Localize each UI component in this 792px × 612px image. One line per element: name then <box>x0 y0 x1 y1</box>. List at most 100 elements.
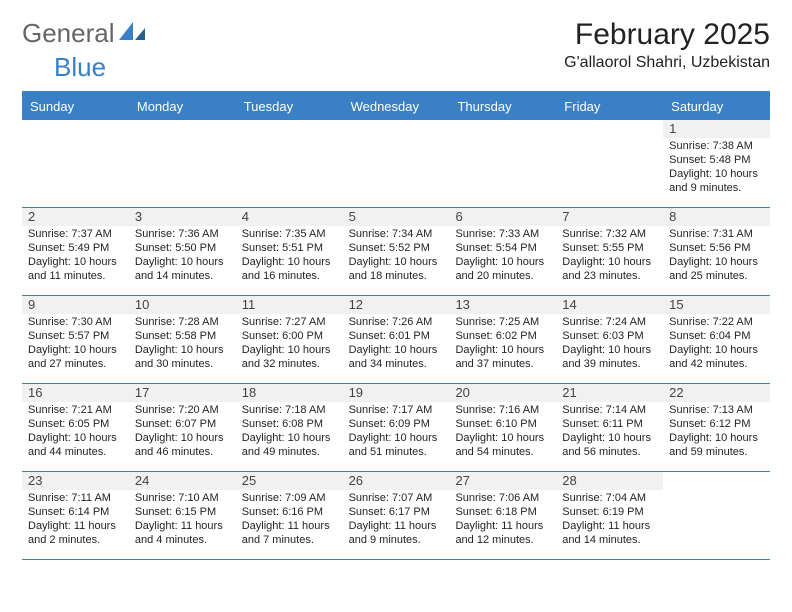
day-cell: 28Sunrise: 7:04 AMSunset: 6:19 PMDayligh… <box>556 472 663 559</box>
day-cell-blank <box>449 120 556 207</box>
day-number: 12 <box>343 296 450 314</box>
day-cell: 1Sunrise: 7:38 AMSunset: 5:48 PMDaylight… <box>663 120 770 207</box>
day-cell: 5Sunrise: 7:34 AMSunset: 5:52 PMDaylight… <box>343 208 450 295</box>
day-cell-blank <box>129 120 236 207</box>
sunset-text: Sunset: 6:15 PM <box>135 506 230 520</box>
daylight-text: Daylight: 11 hours and 9 minutes. <box>349 520 444 548</box>
dow-header: Monday <box>129 93 236 120</box>
weeks-container: 1Sunrise: 7:38 AMSunset: 5:48 PMDaylight… <box>22 120 770 560</box>
sunrise-text: Sunrise: 7:31 AM <box>669 228 764 242</box>
daylight-text: Daylight: 10 hours and 16 minutes. <box>242 256 337 284</box>
sunrise-text: Sunrise: 7:21 AM <box>28 404 123 418</box>
sunrise-text: Sunrise: 7:18 AM <box>242 404 337 418</box>
day-cell: 26Sunrise: 7:07 AMSunset: 6:17 PMDayligh… <box>343 472 450 559</box>
sunset-text: Sunset: 5:58 PM <box>135 330 230 344</box>
day-number: 1 <box>663 120 770 138</box>
day-number: 2 <box>22 208 129 226</box>
daylight-text: Daylight: 11 hours and 14 minutes. <box>562 520 657 548</box>
sunrise-text: Sunrise: 7:27 AM <box>242 316 337 330</box>
day-number: 8 <box>663 208 770 226</box>
week-row: 23Sunrise: 7:11 AMSunset: 6:14 PMDayligh… <box>22 472 770 560</box>
sunset-text: Sunset: 6:19 PM <box>562 506 657 520</box>
week-row: 1Sunrise: 7:38 AMSunset: 5:48 PMDaylight… <box>22 120 770 208</box>
sunset-text: Sunset: 5:50 PM <box>135 242 230 256</box>
sunrise-text: Sunrise: 7:20 AM <box>135 404 230 418</box>
day-cell: 2Sunrise: 7:37 AMSunset: 5:49 PMDaylight… <box>22 208 129 295</box>
day-number: 3 <box>129 208 236 226</box>
day-number: 6 <box>449 208 556 226</box>
day-cell-blank <box>663 472 770 559</box>
day-cell-blank <box>236 120 343 207</box>
day-number: 25 <box>236 472 343 490</box>
week-row: 16Sunrise: 7:21 AMSunset: 6:05 PMDayligh… <box>22 384 770 472</box>
day-number: 7 <box>556 208 663 226</box>
day-number: 26 <box>343 472 450 490</box>
daylight-text: Daylight: 10 hours and 34 minutes. <box>349 344 444 372</box>
day-number: 17 <box>129 384 236 402</box>
sunset-text: Sunset: 6:12 PM <box>669 418 764 432</box>
sunset-text: Sunset: 5:48 PM <box>669 154 764 168</box>
day-cell: 19Sunrise: 7:17 AMSunset: 6:09 PMDayligh… <box>343 384 450 471</box>
sunset-text: Sunset: 6:08 PM <box>242 418 337 432</box>
daylight-text: Daylight: 11 hours and 7 minutes. <box>242 520 337 548</box>
day-cell: 7Sunrise: 7:32 AMSunset: 5:55 PMDaylight… <box>556 208 663 295</box>
day-cell: 9Sunrise: 7:30 AMSunset: 5:57 PMDaylight… <box>22 296 129 383</box>
sunrise-text: Sunrise: 7:35 AM <box>242 228 337 242</box>
daylight-text: Daylight: 11 hours and 12 minutes. <box>455 520 550 548</box>
daylight-text: Daylight: 11 hours and 4 minutes. <box>135 520 230 548</box>
sunrise-text: Sunrise: 7:28 AM <box>135 316 230 330</box>
calendar: SundayMondayTuesdayWednesdayThursdayFrid… <box>22 91 770 560</box>
sunrise-text: Sunrise: 7:04 AM <box>562 492 657 506</box>
day-number: 20 <box>449 384 556 402</box>
sunset-text: Sunset: 5:57 PM <box>28 330 123 344</box>
sunset-text: Sunset: 5:55 PM <box>562 242 657 256</box>
sunset-text: Sunset: 6:09 PM <box>349 418 444 432</box>
daylight-text: Daylight: 10 hours and 32 minutes. <box>242 344 337 372</box>
day-cell: 13Sunrise: 7:25 AMSunset: 6:02 PMDayligh… <box>449 296 556 383</box>
sunset-text: Sunset: 6:07 PM <box>135 418 230 432</box>
daylight-text: Daylight: 10 hours and 14 minutes. <box>135 256 230 284</box>
daylight-text: Daylight: 10 hours and 20 minutes. <box>455 256 550 284</box>
day-number: 14 <box>556 296 663 314</box>
sunset-text: Sunset: 6:00 PM <box>242 330 337 344</box>
day-cell: 24Sunrise: 7:10 AMSunset: 6:15 PMDayligh… <box>129 472 236 559</box>
day-number: 5 <box>343 208 450 226</box>
day-cell: 21Sunrise: 7:14 AMSunset: 6:11 PMDayligh… <box>556 384 663 471</box>
calendar-page: General February 2025 G'allaorol Shahri,… <box>0 0 792 612</box>
logo-text-general: General <box>22 18 115 49</box>
sunrise-text: Sunrise: 7:13 AM <box>669 404 764 418</box>
day-cell: 4 Sunrise: 7:35 AMSunset: 5:51 PMDaylight… <box>236 208 343 295</box>
sunset-text: Sunset: 6:03 PM <box>562 330 657 344</box>
day-number: 19 <box>343 384 450 402</box>
dow-header: Tuesday <box>236 93 343 120</box>
sunrise-text: Sunrise: 7:22 AM <box>669 316 764 330</box>
sunrise-text: Sunrise: 7:11 AM <box>28 492 123 506</box>
sunrise-text: Sunrise: 7:06 AM <box>455 492 550 506</box>
logo-sail-icon <box>119 18 147 49</box>
day-cell: 23Sunrise: 7:11 AMSunset: 6:14 PMDayligh… <box>22 472 129 559</box>
daylight-text: Daylight: 10 hours and 56 minutes. <box>562 432 657 460</box>
sunset-text: Sunset: 5:51 PM <box>242 242 337 256</box>
sunset-text: Sunset: 6:05 PM <box>28 418 123 432</box>
daylight-text: Daylight: 11 hours and 2 minutes. <box>28 520 123 548</box>
sunset-text: Sunset: 6:01 PM <box>349 330 444 344</box>
sunset-text: Sunset: 6:18 PM <box>455 506 550 520</box>
sunrise-text: Sunrise: 7:07 AM <box>349 492 444 506</box>
sunrise-text: Sunrise: 7:32 AM <box>562 228 657 242</box>
daylight-text: Daylight: 10 hours and 11 minutes. <box>28 256 123 284</box>
day-cell: 3 Sunrise: 7:36 AMSunset: 5:50 PMDaylight… <box>129 208 236 295</box>
day-number: 11 <box>236 296 343 314</box>
sunrise-text: Sunrise: 7:16 AM <box>455 404 550 418</box>
daylight-text: Daylight: 10 hours and 54 minutes. <box>455 432 550 460</box>
sunrise-text: Sunrise: 7:26 AM <box>349 316 444 330</box>
dow-header: Thursday <box>449 93 556 120</box>
sunset-text: Sunset: 6:16 PM <box>242 506 337 520</box>
day-cell: 25 Sunrise: 7:09 AMSunset: 6:16 PMDayligh… <box>236 472 343 559</box>
day-cell-blank <box>343 120 450 207</box>
day-number: 23 <box>22 472 129 490</box>
daylight-text: Daylight: 10 hours and 51 minutes. <box>349 432 444 460</box>
sunrise-text: Sunrise: 7:36 AM <box>135 228 230 242</box>
sunrise-text: Sunrise: 7:09 AM <box>242 492 337 506</box>
day-cell: 12 Sunrise: 7:26 AMSunset: 6:01 PMDayligh… <box>343 296 450 383</box>
day-number: 4 <box>236 208 343 226</box>
